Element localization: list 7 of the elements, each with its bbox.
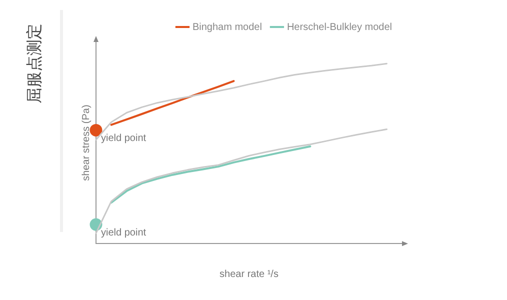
chart-title: 屈服点测定	[25, 23, 44, 103]
annotation: yield point	[101, 227, 146, 238]
y-axis-title: shear stress (Pa)	[80, 104, 92, 181]
x-axis-title: shear rate ¹/s	[220, 268, 278, 280]
legend-label: Herschel-Bulkley model	[286, 22, 392, 33]
annotation: yield point	[101, 132, 146, 144]
legend-label: Bingham model	[192, 22, 262, 33]
